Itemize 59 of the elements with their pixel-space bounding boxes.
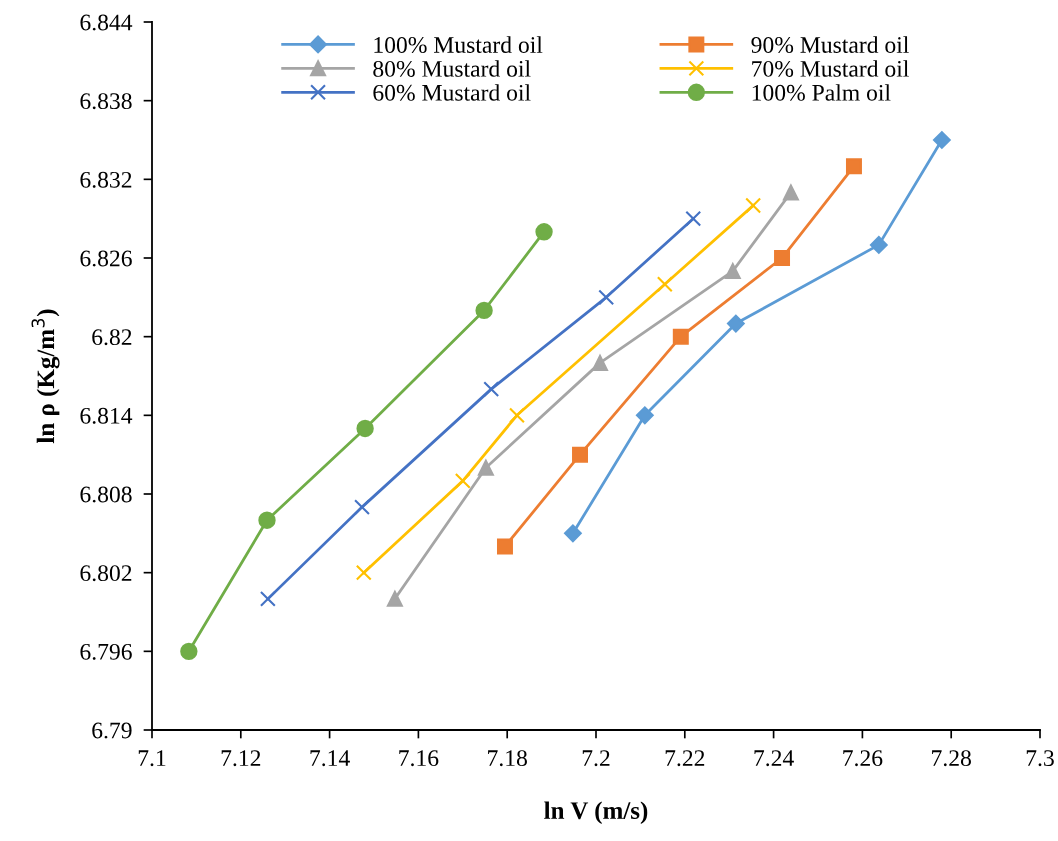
point (726, 314, 745, 333)
x-tick-label: 7.16 (399, 750, 439, 767)
point (672, 328, 689, 345)
point (258, 511, 276, 529)
x-axis-title: ln V (m/s) (544, 801, 648, 825)
y-tick-label: 6.802 (80, 565, 132, 582)
point (572, 446, 588, 463)
point (845, 158, 862, 175)
point (356, 419, 374, 438)
legend-label: 70% Mustard oil (752, 60, 909, 77)
point (483, 381, 500, 398)
legend-label: 60% Mustard oil (373, 84, 531, 101)
legend-label: 90% Mustard oil (751, 36, 909, 54)
x-tick-label: 7.18 (488, 750, 527, 767)
x-tick-label: 7.22 (665, 750, 705, 767)
point (656, 276, 673, 293)
point (259, 590, 276, 607)
y-tick-label: 6.808 (80, 486, 132, 503)
y-tick-label: 6.79 (92, 722, 132, 739)
y-tick-label: 6.826 (80, 250, 132, 267)
point (564, 524, 582, 543)
x-tick-label: 7.14 (310, 750, 350, 767)
legend-label: 80% Mustard oil (373, 60, 531, 77)
x-tick-label: 7.28 (932, 750, 971, 767)
point (598, 289, 615, 306)
x-tick-label: 7.2 (582, 750, 610, 767)
point (774, 250, 791, 266)
y-tick-label: 6.82 (92, 329, 132, 346)
point (869, 235, 888, 254)
point (454, 472, 471, 489)
point (685, 210, 702, 227)
point (475, 301, 493, 320)
x-tick-label: 7.3 (1026, 750, 1054, 767)
point (354, 499, 370, 516)
x-tick-label: 7.1 (138, 750, 166, 767)
point (932, 131, 951, 149)
y-tick-label: 6.832 (80, 171, 132, 188)
point (535, 223, 553, 241)
point (497, 538, 513, 555)
point (386, 590, 403, 607)
x-tick-label: 7.26 (843, 750, 883, 767)
x-tick-label: 7.12 (221, 750, 261, 767)
point (782, 184, 799, 201)
point (355, 564, 372, 581)
y-tick-label: 6.844 (80, 14, 133, 31)
legend-label: 100% Mustard oil (374, 36, 543, 54)
point (592, 354, 608, 371)
legend-label: 100% Palm oil (752, 84, 891, 101)
y-tick-label: 6.814 (80, 407, 133, 424)
point (180, 642, 198, 661)
y-axis-title: ln ρ (Kg/m$^{3}$) (31, 309, 60, 444)
y-tick-label: 6.838 (80, 93, 132, 110)
point (745, 197, 762, 214)
point (477, 459, 494, 476)
point (724, 263, 741, 280)
point (508, 407, 525, 424)
x-tick-label: 7.24 (754, 750, 794, 767)
y-tick-label: 6.796 (80, 643, 132, 660)
point (635, 406, 654, 425)
